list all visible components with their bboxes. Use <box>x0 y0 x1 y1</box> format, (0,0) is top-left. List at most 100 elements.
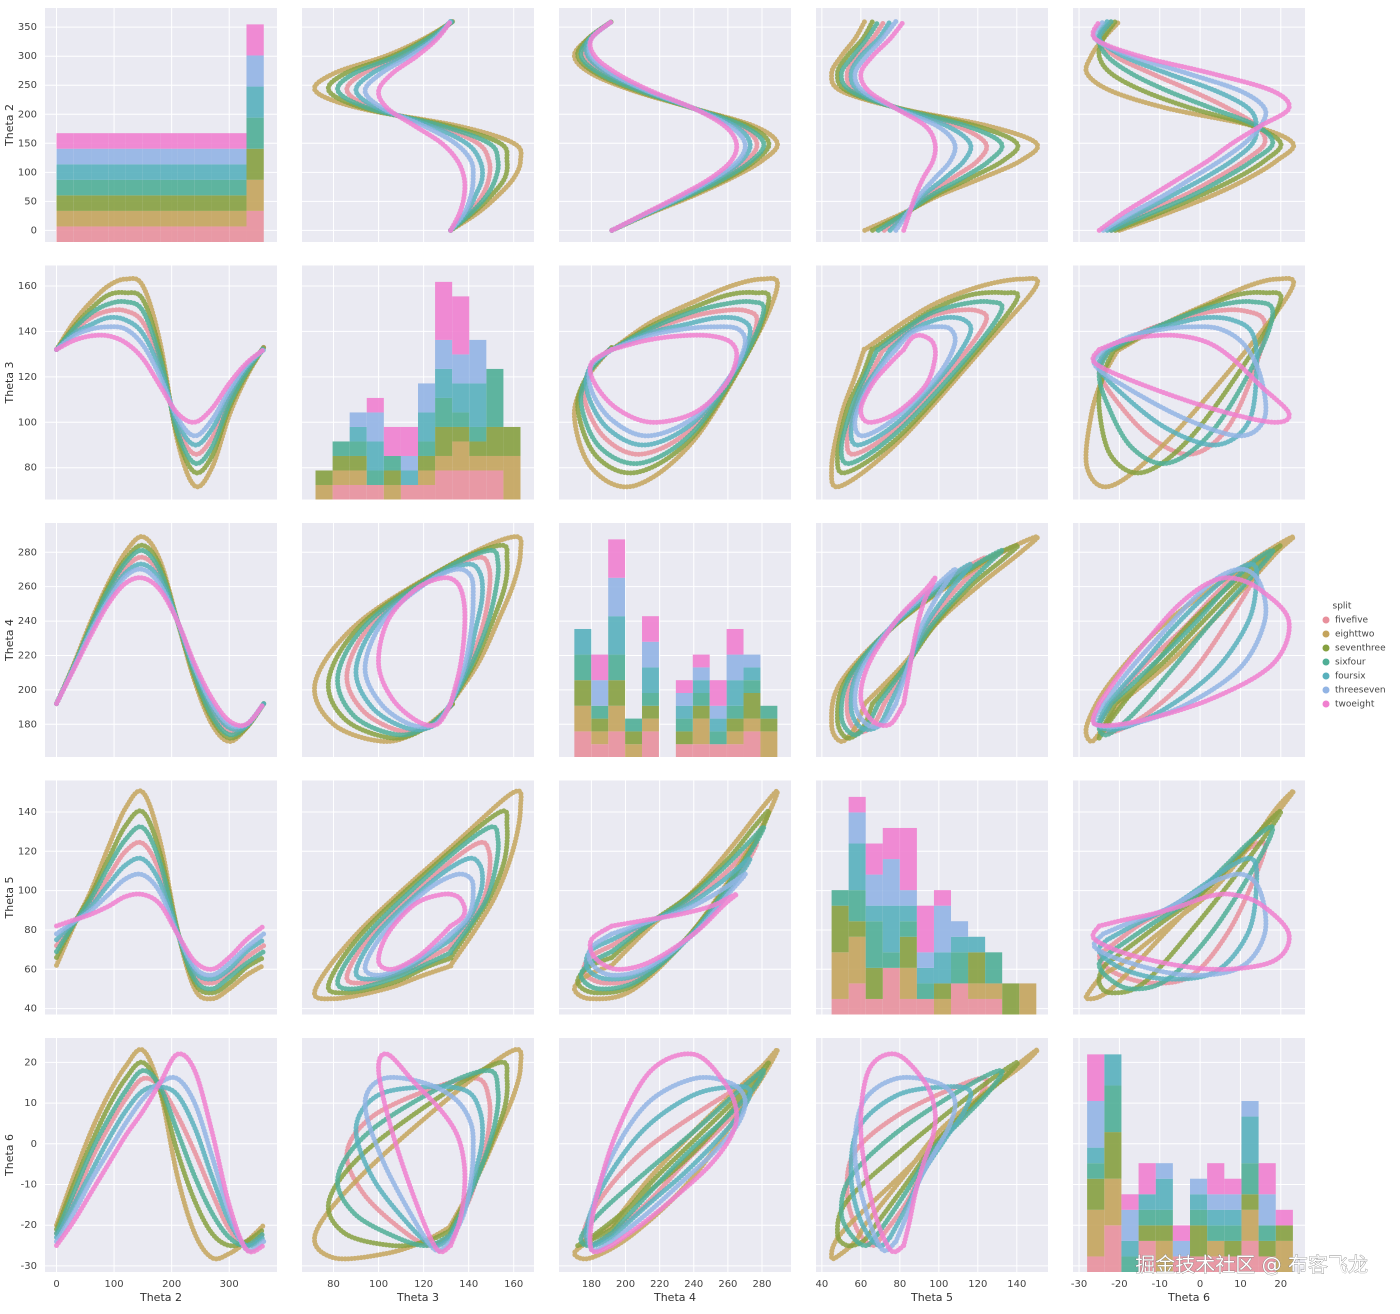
histogram-bar <box>1241 1101 1259 1117</box>
scatter-series <box>1090 891 1292 972</box>
x-axis-label: Theta 3 <box>396 1291 439 1304</box>
histogram-bar <box>675 705 693 719</box>
histogram-bar <box>400 484 418 500</box>
scatter-series <box>312 788 524 1002</box>
panel <box>1073 8 1305 242</box>
histogram-bar <box>591 731 609 745</box>
histogram-bar <box>349 470 367 485</box>
histogram-bar <box>418 470 436 485</box>
histogram-bar <box>882 859 900 906</box>
histogram-bar <box>435 397 453 427</box>
histogram-bar <box>160 179 178 196</box>
y-tick-label: 300 <box>18 51 37 62</box>
histogram-bar <box>315 470 333 485</box>
histogram-bar <box>882 967 900 1015</box>
histogram-bar <box>400 426 418 456</box>
histogram-bar <box>349 441 367 456</box>
histogram-bar <box>194 226 212 242</box>
histogram-bar <box>865 967 883 999</box>
histogram-bar <box>435 339 453 369</box>
histogram-bar <box>366 470 384 485</box>
x-axis-label: Theta 6 <box>1167 1291 1210 1304</box>
histogram-bar <box>608 539 626 578</box>
scatter-series <box>54 824 267 992</box>
histogram-bar <box>469 441 487 456</box>
histogram-bar <box>142 226 161 242</box>
histogram-bar <box>56 210 74 227</box>
x-tick-label: 40 <box>815 1279 828 1290</box>
x-tick-label: 120 <box>414 1279 433 1290</box>
histogram-bar <box>486 368 504 427</box>
histogram-bar <box>56 195 74 211</box>
histogram-bar <box>177 179 195 196</box>
histogram-bar <box>1121 1194 1139 1210</box>
histogram-bar <box>1241 1194 1259 1210</box>
histogram-bar <box>608 654 626 681</box>
histogram-bar <box>951 952 969 984</box>
histogram-bar <box>486 426 504 456</box>
legend-label: foursix <box>1335 672 1366 682</box>
histogram-bar <box>418 412 436 442</box>
histogram-bar <box>848 983 866 1015</box>
histogram-bar <box>486 455 504 471</box>
histogram-bar <box>625 731 643 745</box>
histogram-bar <box>591 705 609 719</box>
x-tick-label: 300 <box>220 1279 239 1290</box>
histogram-bar <box>899 905 917 922</box>
histogram-bar <box>349 426 367 442</box>
histogram-bar <box>1155 1209 1173 1226</box>
y-tick-label: 10 <box>24 1098 37 1109</box>
histogram-bar <box>709 744 727 757</box>
scatter-series <box>838 298 1005 467</box>
histogram-bar <box>469 455 487 471</box>
y-axis-label: Theta 6 <box>3 1134 16 1177</box>
histogram-bar <box>726 744 744 757</box>
histogram-bar <box>1002 983 1020 1015</box>
histogram-bar <box>1207 1163 1225 1195</box>
histogram-bar <box>743 654 761 668</box>
histogram-bar <box>951 983 969 1015</box>
scatter-series <box>54 575 267 729</box>
histogram-bar <box>848 936 866 984</box>
x-tick-label: 80 <box>327 1279 340 1290</box>
scatter-series <box>376 1051 468 1255</box>
histogram-bar <box>1138 1194 1156 1210</box>
histogram-bar <box>933 890 952 906</box>
histogram-bar <box>229 226 247 242</box>
histogram-bar <box>177 226 195 242</box>
histogram-bar <box>642 718 659 732</box>
histogram-bar <box>1241 1209 1259 1241</box>
histogram-bar <box>865 921 883 968</box>
y-tick-label: 80 <box>24 463 37 474</box>
scatter-series <box>587 18 740 233</box>
histogram-bar <box>916 905 934 953</box>
histogram-bar <box>1138 1225 1156 1241</box>
x-axis-label: Theta 4 <box>653 1291 696 1304</box>
histogram-bar <box>743 718 761 732</box>
histogram-bar <box>1087 1178 1105 1210</box>
panel <box>1073 780 1305 1015</box>
histogram-bar <box>591 718 609 732</box>
histogram-bar <box>91 195 109 211</box>
y-axis-label: Theta 2 <box>3 104 16 147</box>
panel <box>302 8 534 242</box>
scatter-series <box>848 314 974 448</box>
histogram-bar <box>625 718 643 732</box>
histogram-bar <box>1087 1101 1105 1148</box>
histogram-bar <box>435 455 453 471</box>
histogram-bar <box>882 905 900 953</box>
y-tick-label: 200 <box>18 685 37 696</box>
histogram-bar <box>985 952 1003 984</box>
legend-marker <box>1322 616 1330 624</box>
histogram-bar <box>726 654 744 681</box>
histogram-bar <box>899 967 917 999</box>
y-tick-label: 40 <box>24 1004 37 1015</box>
histogram-bar <box>418 383 436 413</box>
histogram-bar <box>435 426 453 456</box>
y-tick-label: 60 <box>24 964 37 975</box>
histogram-bar <box>608 731 626 757</box>
histogram-bar <box>349 412 367 427</box>
histogram-bar <box>899 936 917 968</box>
histogram-bar <box>91 148 109 165</box>
histogram-bar <box>692 744 710 757</box>
